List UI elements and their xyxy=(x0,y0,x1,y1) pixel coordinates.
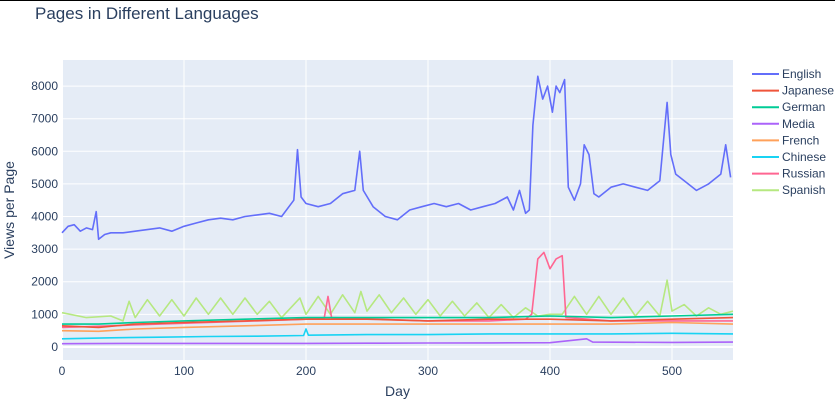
y-tick-label: 2000 xyxy=(31,275,58,289)
y-tick-label: 1000 xyxy=(31,307,58,321)
legend-entry: French xyxy=(782,133,819,147)
legend-entry: Spanish xyxy=(782,183,825,197)
series-line-french xyxy=(61,321,734,333)
y-axis-label: Views per Page xyxy=(1,161,17,259)
x-tick-label: 400 xyxy=(540,364,560,378)
top-border xyxy=(0,0,835,1)
gridlines xyxy=(61,60,733,360)
chart-title: Pages in Different Languages xyxy=(35,4,259,23)
series-line-english xyxy=(61,75,732,241)
x-tick-label: 300 xyxy=(418,364,438,378)
y-tick-labels: 0 1000 2000 3000 4000 5000 6000 7000 8000 xyxy=(31,79,58,354)
plot-background xyxy=(62,60,733,360)
legend: English Japanese German Media French Chinese R… xyxy=(752,67,834,197)
y-tick-label: 3000 xyxy=(31,242,58,256)
legend-entry: Media xyxy=(782,117,815,131)
y-tick-label: 4000 xyxy=(31,210,58,224)
y-tick-label: 6000 xyxy=(31,144,58,158)
legend-entry: Russian xyxy=(782,167,825,181)
series-line-spanish xyxy=(61,279,734,322)
series-lines xyxy=(61,75,734,345)
series-line-media xyxy=(61,338,734,345)
x-tick-labels: 0 100 200 300 400 500 xyxy=(59,364,683,378)
y-tick-label: 7000 xyxy=(31,112,58,126)
x-tick-label: 500 xyxy=(662,364,682,378)
x-tick-label: 0 xyxy=(59,364,66,378)
x-tick-label: 100 xyxy=(174,364,194,378)
legend-entry: English xyxy=(782,67,821,81)
legend-entry: Japanese xyxy=(782,84,834,98)
legend-entry: Chinese xyxy=(782,150,826,164)
x-axis-label: Day xyxy=(385,383,410,399)
y-tick-label: 0 xyxy=(51,340,58,354)
series-line-chinese xyxy=(61,328,734,340)
series-line-japanese xyxy=(61,316,734,329)
x-tick-label: 200 xyxy=(296,364,316,378)
y-tick-label: 8000 xyxy=(31,79,58,93)
y-tick-label: 5000 xyxy=(31,177,58,191)
series-line-german xyxy=(62,313,734,325)
legend-entry: German xyxy=(782,100,825,114)
